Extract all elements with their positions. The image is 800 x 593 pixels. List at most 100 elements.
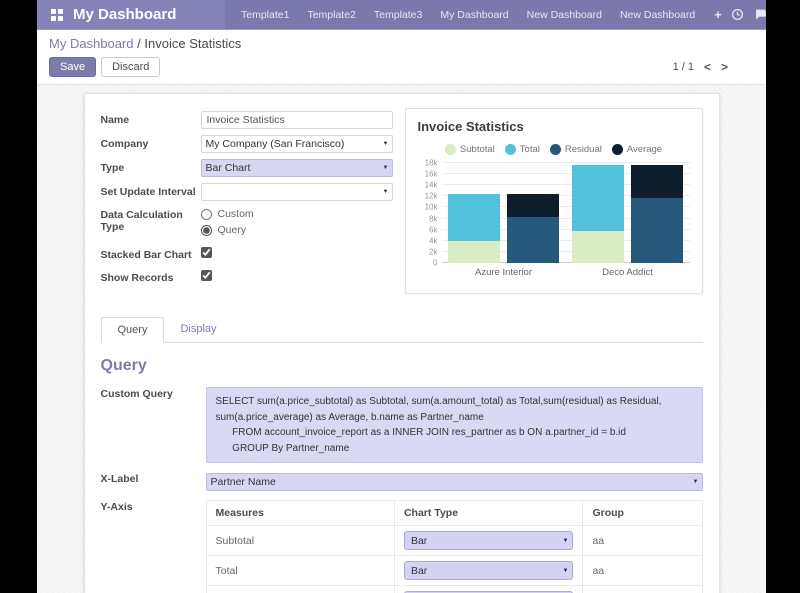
stacked-bar[interactable]: [572, 165, 624, 263]
group-cell: aa: [583, 526, 702, 556]
y-tick-label: 18k: [425, 159, 438, 168]
type-select[interactable]: Bar Chart: [201, 159, 393, 177]
company-select[interactable]: My Company (San Francisco): [201, 135, 393, 153]
y-tick-label: 6k: [429, 225, 437, 234]
name-input[interactable]: [201, 111, 393, 129]
x-label-label: X-Label: [101, 472, 206, 491]
table-row: Subtotal Bar aa: [206, 526, 702, 556]
measure-cell: Total: [206, 556, 394, 586]
y-tick-label: 14k: [425, 181, 438, 190]
nav-menu-bar: Template1 Template2 Template3 My Dashboa…: [225, 0, 731, 29]
query-tab-pane: Query Custom Query SELECT sum(a.price_su…: [101, 343, 703, 593]
nav-item-new-dashboard-1[interactable]: New Dashboard: [519, 0, 610, 30]
nav-item-my-dashboard[interactable]: My Dashboard: [432, 0, 516, 30]
nav-item-template1[interactable]: Template1: [233, 0, 297, 30]
company-label: Company: [101, 137, 201, 150]
bar-segment-total[interactable]: [572, 165, 624, 231]
custom-query-label: Custom Query: [101, 387, 206, 463]
notebook-tabs: Query Display: [101, 316, 703, 343]
y-tick-label: 8k: [429, 214, 437, 223]
group-cell: bb: [583, 586, 702, 593]
brand-section[interactable]: My Dashboard: [37, 0, 225, 29]
bar-groups: [442, 163, 690, 263]
measure-cell: Residual: [206, 586, 394, 593]
chart-x-axis: Azure InteriorDeco Addict: [442, 267, 690, 278]
pager-next-icon[interactable]: >: [721, 61, 728, 73]
y-axis-table: Measures Chart Type Group Subtotal Bar: [206, 500, 703, 593]
bar-segment-residual[interactable]: [631, 198, 683, 263]
messages-icon[interactable]: 3: [754, 8, 766, 21]
bar-segment-average[interactable]: [631, 165, 683, 198]
show-records-checkbox[interactable]: [201, 270, 212, 281]
content-area: Name Company My Company (San Francisco) …: [37, 85, 766, 593]
custom-radio[interactable]: [201, 209, 212, 220]
y-tick-label: 2k: [429, 247, 437, 256]
legend-item-total[interactable]: Total: [505, 144, 540, 155]
stacked-bar[interactable]: [631, 165, 683, 263]
custom-query-textarea[interactable]: SELECT sum(a.price_subtotal) as Subtotal…: [206, 387, 703, 463]
bar-chart: 02k4k6k8k10k12k14k16k18k: [418, 163, 690, 263]
app-title[interactable]: My Dashboard: [73, 6, 176, 23]
form-sheet: Name Company My Company (San Francisco) …: [84, 93, 720, 593]
data-calculation-type-label: Data Calculation Type: [101, 208, 201, 233]
query-radio[interactable]: [201, 225, 212, 236]
chart-legend: Subtotal Total Residual Average: [418, 144, 690, 155]
app-window: My Dashboard Template1 Template2 Templat…: [37, 0, 766, 593]
bar-segment-total[interactable]: [448, 194, 500, 241]
pager-value: 1 / 1: [673, 61, 694, 73]
legend-item-average[interactable]: Average: [612, 144, 662, 155]
bar-segment-residual[interactable]: [507, 217, 559, 263]
top-navbar: My Dashboard Template1 Template2 Templat…: [37, 0, 766, 30]
stacked-bar-chart-checkbox[interactable]: [201, 247, 212, 258]
y-tick-label: 16k: [425, 170, 438, 179]
apps-grid-icon[interactable]: [51, 9, 63, 21]
chart-title: Invoice Statistics: [418, 119, 690, 134]
nav-item-template2[interactable]: Template2: [299, 0, 363, 30]
y-tick-label: 12k: [425, 192, 438, 201]
add-dashboard-button[interactable]: +: [705, 0, 731, 30]
table-row: Residual Bar bb: [206, 586, 702, 593]
table-row: Total Bar aa: [206, 556, 702, 586]
column-header-measures: Measures: [206, 501, 394, 526]
breadcrumb-parent-link[interactable]: My Dashboard: [49, 36, 134, 51]
chart-y-axis: 02k4k6k8k10k12k14k16k18k: [418, 163, 442, 263]
x-category-label: Azure Interior: [442, 267, 566, 278]
query-radio-option[interactable]: Query: [201, 224, 393, 236]
type-label: Type: [101, 161, 201, 174]
navbar-right-section: 3 My Company (Chicago)▼ Mitchell Admin▼: [731, 0, 766, 29]
chart-type-select-total[interactable]: Bar: [404, 561, 573, 580]
save-button[interactable]: Save: [49, 57, 96, 77]
breadcrumb-current: Invoice Statistics: [144, 36, 241, 51]
x-label-select[interactable]: Partner Name: [206, 473, 703, 491]
y-axis-label: Y-Axis: [101, 500, 206, 513]
nav-item-new-dashboard-2[interactable]: New Dashboard: [612, 0, 703, 30]
update-interval-select[interactable]: [201, 183, 393, 201]
nav-item-template3[interactable]: Template3: [366, 0, 430, 30]
stacked-bar[interactable]: [448, 194, 500, 263]
bar-segment-subtotal[interactable]: [448, 241, 500, 263]
y-tick-label: 0: [433, 259, 437, 268]
activity-icon[interactable]: [731, 8, 744, 21]
stacked-bar-chart-label: Stacked Bar Chart: [101, 248, 201, 261]
breadcrumb: My Dashboard / Invoice Statistics: [49, 36, 754, 51]
column-header-chart-type: Chart Type: [394, 501, 582, 526]
x-category-label: Deco Addict: [566, 267, 690, 278]
discard-button[interactable]: Discard: [101, 57, 160, 77]
stacked-bar[interactable]: [507, 194, 559, 263]
chart-type-select-subtotal[interactable]: Bar: [404, 531, 573, 550]
bar-group: [442, 163, 566, 263]
group-cell: aa: [583, 556, 702, 586]
pager: 1 / 1 < >: [673, 61, 754, 73]
pager-previous-icon[interactable]: <: [704, 61, 711, 73]
bar-segment-average[interactable]: [507, 194, 559, 217]
button-row: Save Discard 1 / 1 < >: [49, 57, 754, 77]
chart-preview-panel: Invoice Statistics Subtotal Total Residu…: [405, 108, 703, 294]
custom-radio-option[interactable]: Custom: [201, 208, 393, 220]
tab-display[interactable]: Display: [164, 317, 232, 343]
bar-segment-subtotal[interactable]: [572, 231, 624, 263]
show-records-label: Show Records: [101, 271, 201, 284]
legend-item-subtotal[interactable]: Subtotal: [445, 144, 495, 155]
tab-query[interactable]: Query: [101, 317, 165, 343]
query-section-heading: Query: [101, 357, 703, 375]
legend-item-residual[interactable]: Residual: [550, 144, 602, 155]
